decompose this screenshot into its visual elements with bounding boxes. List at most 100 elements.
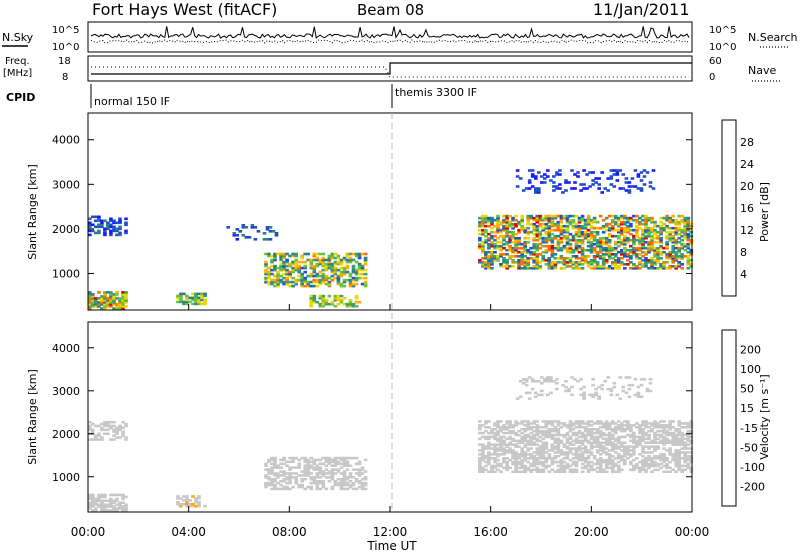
echo-cell <box>524 378 529 381</box>
echo-cell <box>291 268 295 272</box>
echo-cell <box>549 378 553 381</box>
echo-cell <box>315 480 320 483</box>
echo-cell <box>574 257 579 260</box>
echo-cell <box>103 307 107 310</box>
echo-cell <box>552 189 556 192</box>
echo-cell <box>285 268 289 272</box>
echo-cell <box>267 266 271 270</box>
echo-cell <box>598 238 603 242</box>
echo-cell <box>635 426 639 429</box>
echo-cell <box>197 504 201 508</box>
echo-cell <box>270 480 274 483</box>
echo-cell <box>629 232 633 236</box>
echo-cell <box>589 453 594 456</box>
echo-cell <box>686 451 691 454</box>
echo-cell <box>487 232 491 236</box>
echo-cell <box>300 254 304 258</box>
echo-cell <box>517 220 521 224</box>
echo-cell <box>598 240 603 244</box>
echo-cell <box>614 437 618 441</box>
echo-cell <box>611 253 615 256</box>
echo-cell <box>571 428 576 431</box>
echo-cell <box>629 462 633 466</box>
echo-cell <box>511 449 515 452</box>
echo-cell <box>360 468 365 471</box>
echo-cell <box>490 236 494 240</box>
echo-cell <box>601 470 606 473</box>
echo-cell <box>668 453 672 456</box>
echo-cell <box>553 457 558 460</box>
echo-cell <box>327 480 332 483</box>
echo-cell <box>689 242 694 246</box>
echo-cell <box>629 445 633 448</box>
echo-cell <box>671 437 675 441</box>
echo-cell <box>607 466 612 470</box>
echo-cell <box>632 447 636 450</box>
echo-cell <box>559 238 564 242</box>
echo-cell <box>683 236 687 240</box>
echo-cell <box>671 214 675 218</box>
echo-cell <box>604 259 609 262</box>
echo-cell <box>659 424 663 427</box>
echo-cell <box>496 218 500 222</box>
echo-cell <box>653 240 657 244</box>
echo-cell <box>91 299 95 302</box>
echo-cell <box>550 218 555 222</box>
echo-cell <box>285 258 289 262</box>
echo-cell <box>354 296 359 300</box>
echo-cell <box>520 439 524 443</box>
echo-cell <box>321 260 326 264</box>
echo-cell <box>592 220 597 224</box>
echo-cell <box>330 252 335 256</box>
echo-cell <box>644 253 648 256</box>
echo-cell <box>571 439 576 443</box>
echo-cell <box>282 276 286 280</box>
echo-cell <box>106 299 110 302</box>
echo-cell <box>517 222 521 226</box>
echo-cell <box>515 397 520 400</box>
echo-cell <box>632 250 636 254</box>
echo-cell <box>112 303 116 306</box>
echo-cell <box>526 230 530 234</box>
echo-cell <box>514 224 518 228</box>
echo-cell <box>532 468 536 472</box>
echo-cell <box>671 453 675 456</box>
echo-cell <box>574 449 579 452</box>
echo-cell <box>493 218 497 222</box>
echo-cell <box>115 291 119 294</box>
echo-cell <box>493 449 497 452</box>
echo-cell <box>496 426 500 429</box>
echo-cell <box>558 173 562 176</box>
echo-cell <box>270 456 274 460</box>
echo-cell <box>607 255 612 258</box>
echo-cell <box>508 435 512 439</box>
echo-cell <box>188 503 192 506</box>
echo-cell <box>620 228 624 232</box>
echo-cell <box>88 223 92 227</box>
echo-cell <box>288 481 292 485</box>
echo-cell <box>583 449 588 452</box>
echo-cell <box>577 257 582 260</box>
echo-cell <box>315 252 320 256</box>
echo-cell <box>324 487 329 491</box>
echo-cell <box>601 240 606 244</box>
echo-cell <box>582 187 586 190</box>
echo-cell <box>577 441 582 444</box>
echo-cell <box>680 238 684 242</box>
echo-cell <box>650 439 654 443</box>
echo-cell <box>496 222 500 226</box>
echo-cell <box>592 261 597 264</box>
echo-cell <box>285 272 289 276</box>
echo-cell <box>124 231 128 235</box>
echo-cell <box>487 257 491 260</box>
echo-cell <box>354 468 359 471</box>
echo-cell <box>527 169 532 172</box>
echo-cell <box>321 252 326 256</box>
echo-cell <box>595 449 600 452</box>
echo-cell <box>611 226 615 230</box>
echo-cell <box>200 296 204 300</box>
echo-cell <box>487 238 491 242</box>
echo-cell <box>580 230 585 234</box>
echo-cell <box>532 259 536 262</box>
echo-cell <box>611 420 615 423</box>
